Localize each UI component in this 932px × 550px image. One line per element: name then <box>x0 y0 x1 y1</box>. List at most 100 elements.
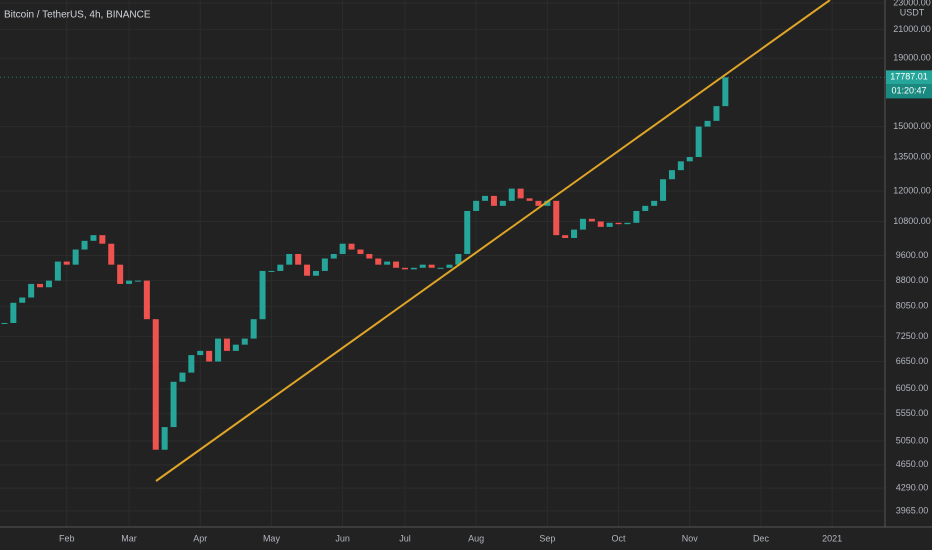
candle <box>81 240 88 250</box>
y-tick-label: 3965.00 <box>896 505 929 515</box>
candle <box>161 427 168 450</box>
y-tick-label: 15000.00 <box>893 121 931 131</box>
candle <box>677 161 684 171</box>
y-tick-label: 7250.00 <box>896 331 929 341</box>
candle <box>544 200 551 206</box>
candle <box>499 200 506 206</box>
candle <box>401 267 408 270</box>
candle <box>19 297 26 303</box>
candle <box>508 188 515 201</box>
candle <box>384 261 391 265</box>
candle <box>277 264 284 271</box>
candle <box>117 264 124 284</box>
candle <box>419 264 426 268</box>
candle <box>490 195 497 206</box>
candle <box>482 195 489 201</box>
candle <box>348 243 355 250</box>
candle <box>713 106 720 121</box>
candles <box>1 77 729 450</box>
y-tick-label: 8800.00 <box>896 275 929 285</box>
candle <box>28 283 35 298</box>
candle <box>579 218 586 230</box>
candle <box>312 270 319 276</box>
candle <box>668 170 675 180</box>
candle <box>642 205 649 211</box>
candle <box>686 157 693 162</box>
x-tick-label: Mar <box>121 533 137 543</box>
candle <box>330 253 337 259</box>
candle <box>304 264 311 276</box>
candle <box>553 200 560 236</box>
candle <box>197 350 204 356</box>
candle <box>223 338 230 351</box>
candle <box>321 258 328 271</box>
candle <box>695 126 702 158</box>
y-tick-label: 4650.00 <box>896 459 929 469</box>
candle <box>206 350 213 362</box>
x-tick-label: Aug <box>468 533 484 543</box>
candle <box>268 270 275 272</box>
candle <box>464 210 471 254</box>
candle <box>90 235 97 241</box>
candle <box>660 179 667 201</box>
candle <box>393 261 400 268</box>
candle <box>10 302 17 323</box>
candle <box>170 381 177 428</box>
y-tick-label: 5550.00 <box>896 408 929 418</box>
candle <box>651 200 658 206</box>
candle <box>722 77 729 107</box>
candle <box>286 253 293 265</box>
candle <box>45 280 52 288</box>
y-tick-label: 10800.00 <box>893 216 931 226</box>
candle <box>473 200 480 211</box>
candle <box>99 235 106 244</box>
candle <box>179 372 186 382</box>
trend-line <box>155 0 831 482</box>
candle <box>250 319 257 339</box>
candle <box>143 280 150 320</box>
candle <box>72 249 79 265</box>
y-tick-label: 9600.00 <box>896 250 929 260</box>
candle <box>215 338 222 362</box>
grid <box>0 0 885 527</box>
candle <box>37 283 44 288</box>
y-tick-label: 6050.00 <box>896 383 929 393</box>
candle <box>633 210 640 223</box>
candle <box>241 338 248 345</box>
candle <box>571 229 578 238</box>
candle <box>446 264 453 268</box>
candle <box>232 344 239 351</box>
countdown-label: 01:20:47 <box>891 86 926 96</box>
x-tick-label: May <box>263 533 281 543</box>
candle <box>54 261 61 281</box>
last-price-label: 17787.01 <box>890 72 928 82</box>
candle <box>152 319 159 450</box>
candle <box>1 322 8 324</box>
x-tick-label: Jul <box>399 533 411 543</box>
x-tick-label: Sep <box>539 533 555 543</box>
candle <box>295 253 302 265</box>
y-tick-label: 13500.00 <box>893 151 931 161</box>
candle <box>437 267 444 269</box>
y-tick-label: 21000.00 <box>893 24 931 34</box>
y-tick-label: 19000.00 <box>893 53 931 63</box>
candle <box>588 218 595 222</box>
x-tick-label: Feb <box>59 533 75 543</box>
candle <box>339 243 346 254</box>
candle <box>615 222 622 225</box>
chart-title: Bitcoin / TetherUS, 4h, BINANCE <box>4 10 151 21</box>
y-tick-label: 8050.00 <box>896 301 929 311</box>
candle <box>535 200 542 206</box>
candle <box>428 264 435 268</box>
candle <box>562 235 569 238</box>
candle <box>357 249 364 254</box>
x-tick-label: Apr <box>193 533 207 543</box>
candle <box>517 188 524 199</box>
last-price-box <box>886 70 932 85</box>
candle <box>624 222 631 225</box>
candle <box>126 280 133 284</box>
candle <box>259 270 266 320</box>
y-tick-label: 12000.00 <box>893 185 931 195</box>
